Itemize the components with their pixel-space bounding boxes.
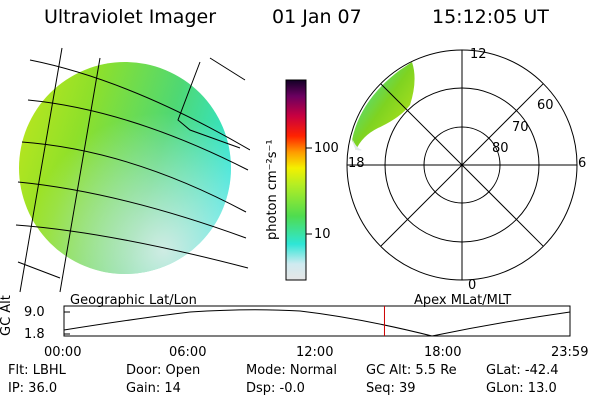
status-ip: IP: 36.0 [8, 381, 58, 396]
mlt-label-6: 6 [578, 156, 587, 171]
status-glon: GLon: 13.0 [486, 381, 557, 396]
status-gain: Gain: 14 [126, 381, 181, 396]
mlt-label-0: 0 [468, 278, 477, 293]
polar-plot [346, 49, 578, 281]
status-glat: GLat: -42.4 [486, 363, 559, 378]
mlt-label-18: 18 [348, 156, 365, 171]
status-seq: Seq: 39 [366, 381, 416, 396]
time-label: 15:12:05 UT [432, 6, 549, 28]
altitude-timeline [63, 305, 571, 337]
timeline-xtick-2359: 23:59 [551, 345, 589, 360]
timeline-ylabel: GC Alt [0, 295, 14, 336]
colorbar-tick-10: 10 [314, 227, 331, 242]
geographic-image [15, 47, 250, 293]
right-panel-caption: Apex MLat/MLT [414, 293, 512, 308]
timeline-xtick-0000: 00:00 [44, 345, 82, 360]
timeline-xtick-1800: 18:00 [424, 345, 462, 360]
status-gc-alt: GC Alt: 5.5 Re [366, 363, 457, 378]
date-label: 01 Jan 07 [272, 6, 362, 28]
mlat-label-70: 70 [512, 120, 529, 135]
status-mode: Mode: Normal [246, 363, 337, 378]
timeline-xtick-1200: 12:00 [296, 345, 334, 360]
timeline-xtick-0600: 06:00 [169, 345, 207, 360]
instrument-title: Ultraviolet Imager [44, 6, 217, 28]
left-panel-caption: Geographic Lat/Lon [70, 293, 197, 308]
status-door: Door: Open [126, 363, 201, 378]
mlat-label-60: 60 [537, 98, 554, 113]
mlat-label-80: 80 [492, 141, 509, 156]
status-dsp: Dsp: -0.0 [246, 381, 305, 396]
colorbar-unit-label: photon cm⁻²s⁻¹ [265, 139, 280, 240]
colorbar-tick-100: 100 [314, 141, 339, 156]
timeline-ytick-min: 1.8 [24, 327, 45, 342]
status-flt: Flt: LBHL [8, 363, 66, 378]
mlt-label-12: 12 [470, 47, 487, 62]
colorbar [285, 79, 312, 281]
timeline-ytick-max: 9.0 [24, 305, 45, 320]
